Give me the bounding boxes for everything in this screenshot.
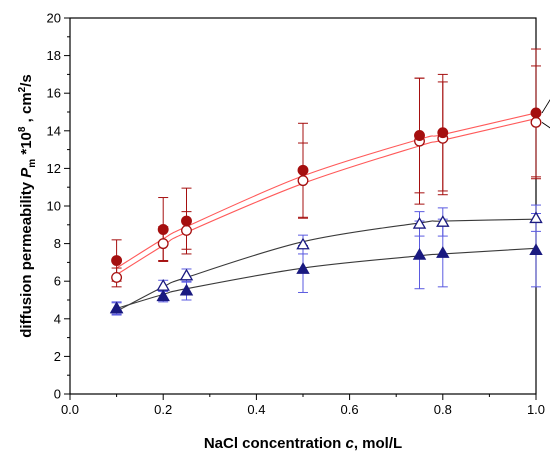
fit-curve-1: [116, 118, 537, 276]
point-series-2: [414, 130, 425, 141]
point-series-4: [109, 301, 124, 314]
y-tick-label: 14: [47, 123, 61, 138]
y-tick-label: 10: [47, 199, 61, 214]
x-tick-label: 1.0: [527, 402, 545, 417]
point-series-3: [296, 237, 310, 250]
axes: 0.0 0.2 0.4 0.6 0.8 1.0 0 2 4 6 8 10 12 14 16 18 20: [47, 11, 546, 418]
point-series-1: [111, 271, 123, 283]
point-series-2: [157, 224, 169, 235]
point-series-2: [181, 215, 192, 227]
y-tick-label: 20: [47, 11, 61, 26]
point-series-2: [297, 164, 309, 176]
curve-labels: 1234: [541, 99, 550, 129]
label-leader-2: [541, 99, 550, 114]
fit-curve-4: [116, 247, 537, 309]
data-markers: [109, 107, 543, 314]
x-axis-label: NaCl concentration c, mol/L: [204, 435, 402, 452]
y-tick-label: 6: [54, 274, 61, 289]
point-series-4: [179, 283, 194, 296]
point-series-4: [412, 247, 427, 260]
y-tick-label: 18: [47, 48, 61, 63]
point-series-3: [436, 215, 450, 227]
point-series-2: [111, 255, 123, 266]
x-tick-label: 0.0: [61, 402, 79, 417]
point-series-4: [436, 246, 450, 258]
x-tick-label: 0.2: [154, 402, 172, 417]
error-bars: [111, 48, 541, 316]
point-series-3: [412, 216, 427, 229]
y-tick-label: 4: [54, 311, 61, 326]
point-series-1: [181, 224, 192, 236]
x-tick-label: 0.6: [341, 402, 359, 417]
fit-curves: [116, 112, 537, 312]
y-axis-label: diffusion permeability Pm *108 , cm2/s: [17, 74, 38, 337]
x-tick-label: 0.4: [247, 402, 265, 417]
y-tick-label: 0: [54, 387, 61, 402]
point-series-4: [156, 289, 170, 302]
point-series-2: [437, 127, 449, 139]
point-series-3: [179, 268, 194, 281]
point-series-3: [529, 211, 543, 224]
x-tick-label: 0.8: [434, 402, 452, 417]
point-series-1: [530, 116, 542, 128]
fit-curve-2: [116, 112, 537, 269]
y-tick-label: 12: [47, 161, 61, 176]
y-tick-label: 2: [54, 349, 61, 364]
point-series-1: [157, 238, 169, 250]
point-series-2: [530, 107, 542, 119]
y-tick-label: 16: [47, 86, 61, 101]
y-tick-label: 8: [54, 236, 61, 251]
label-leader-1: [541, 121, 550, 129]
point-series-4: [529, 243, 543, 256]
point-series-4: [296, 262, 310, 274]
point-series-1: [297, 175, 309, 187]
